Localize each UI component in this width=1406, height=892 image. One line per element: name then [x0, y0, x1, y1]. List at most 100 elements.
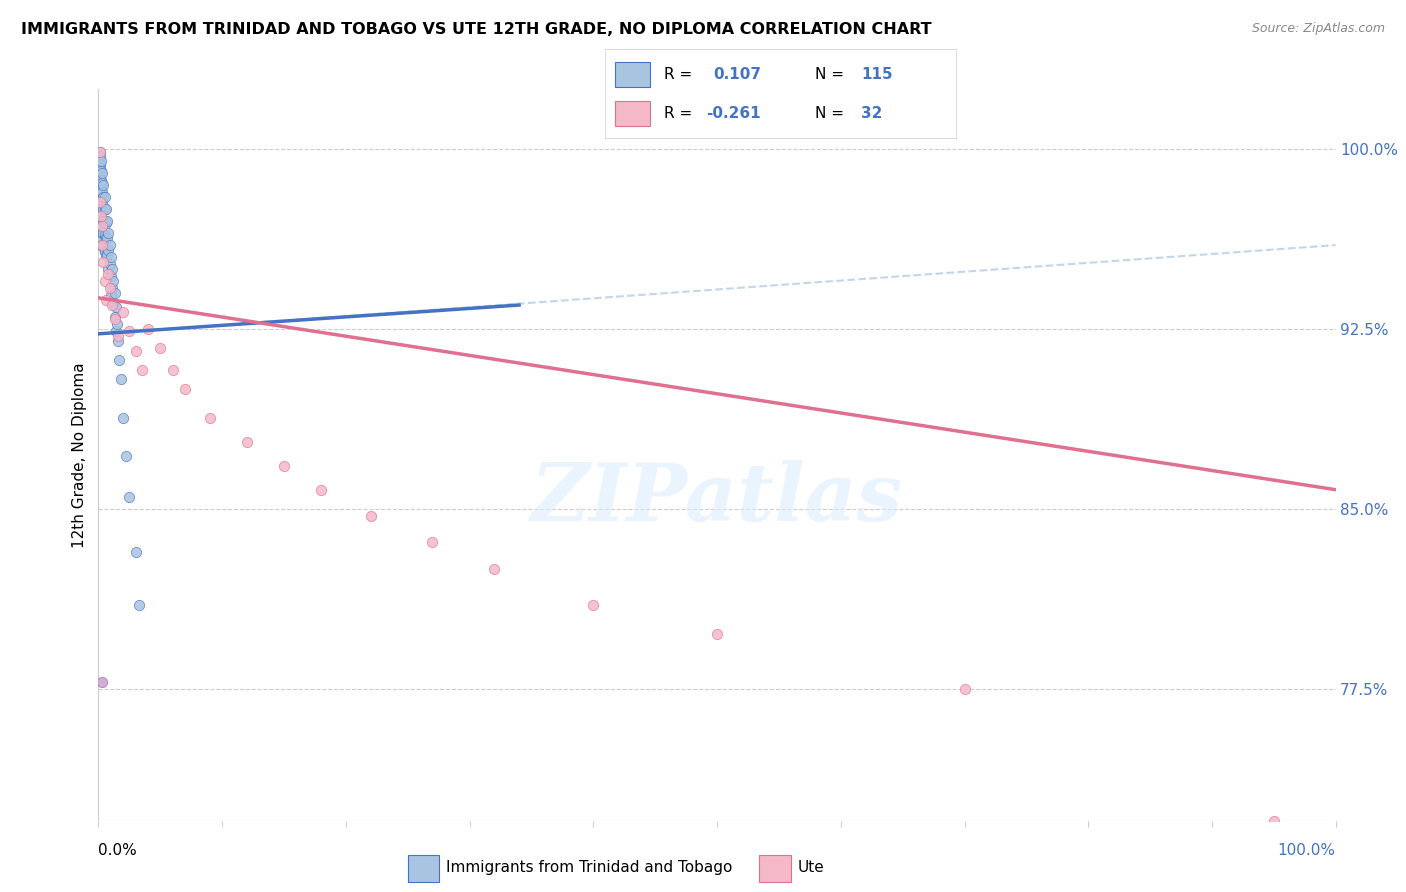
Point: [93, 202, 115, 216]
Point: [103, 274, 125, 288]
Text: N =: N =: [815, 106, 845, 120]
Point: [97, 243, 120, 257]
Point: [112, 410, 135, 425]
Point: [89, 214, 111, 228]
Point: [131, 363, 153, 377]
Point: [110, 372, 132, 386]
Point: [91, 176, 114, 190]
Point: [97, 267, 120, 281]
Bar: [616, 62, 650, 87]
Point: [107, 334, 129, 348]
Point: [89, 194, 111, 209]
Point: [236, 434, 259, 449]
Point: [91, 214, 114, 228]
Point: [90, 221, 112, 235]
Point: [582, 598, 605, 612]
Text: -0.261: -0.261: [707, 106, 761, 120]
Bar: [408, 855, 439, 881]
Text: R =: R =: [665, 106, 693, 120]
Point: [91, 186, 114, 200]
Point: [89, 186, 111, 200]
Point: [93, 228, 115, 243]
Text: N =: N =: [815, 67, 845, 81]
Text: 0.0%: 0.0%: [98, 843, 138, 858]
Point: [98, 281, 121, 295]
Point: [112, 305, 135, 319]
Point: [100, 250, 122, 264]
Text: 100.0%: 100.0%: [1278, 843, 1336, 858]
Text: ZIPatlas: ZIPatlas: [531, 460, 903, 538]
Point: [89, 149, 111, 163]
Point: [94, 231, 117, 245]
Point: [94, 248, 117, 262]
Point: [89, 176, 111, 190]
Point: [96, 231, 118, 245]
Point: [90, 209, 112, 223]
Point: [89, 145, 111, 159]
Point: [100, 288, 122, 302]
Point: [198, 410, 221, 425]
Point: [96, 248, 118, 262]
Point: [953, 681, 976, 696]
Text: Ute: Ute: [799, 860, 825, 875]
Point: [103, 310, 125, 324]
Point: [104, 301, 127, 315]
Point: [100, 269, 122, 284]
Point: [91, 238, 114, 252]
Point: [94, 217, 117, 231]
Text: IMMIGRANTS FROM TRINIDAD AND TOBAGO VS UTE 12TH GRADE, NO DIPLOMA CORRELATION CH: IMMIGRANTS FROM TRINIDAD AND TOBAGO VS U…: [21, 22, 932, 37]
Point: [97, 262, 120, 277]
Point: [91, 674, 114, 689]
Y-axis label: 12th Grade, No Diploma: 12th Grade, No Diploma: [72, 362, 87, 548]
Point: [114, 449, 136, 463]
Point: [96, 214, 118, 228]
Text: Source: ZipAtlas.com: Source: ZipAtlas.com: [1251, 22, 1385, 36]
Point: [101, 281, 124, 295]
Point: [89, 156, 111, 170]
Point: [98, 238, 121, 252]
Point: [93, 202, 115, 216]
Text: 115: 115: [860, 67, 893, 81]
Bar: [616, 101, 650, 126]
Point: [422, 535, 444, 549]
Point: [174, 382, 197, 396]
Point: [149, 341, 172, 355]
Point: [103, 286, 125, 301]
Point: [93, 190, 115, 204]
Point: [90, 154, 112, 169]
Text: 0.107: 0.107: [713, 67, 762, 81]
Point: [107, 329, 129, 343]
Point: [128, 598, 150, 612]
Point: [91, 194, 114, 209]
Point: [273, 458, 295, 473]
Point: [101, 298, 124, 312]
Point: [93, 214, 115, 228]
Point: [93, 190, 115, 204]
Point: [162, 363, 184, 377]
Point: [89, 169, 111, 183]
Text: R =: R =: [665, 67, 693, 81]
Point: [90, 193, 112, 207]
Text: 32: 32: [860, 106, 883, 120]
Point: [105, 317, 128, 331]
Point: [90, 202, 112, 216]
Point: [124, 343, 146, 358]
Point: [118, 490, 141, 504]
Point: [93, 245, 115, 260]
Point: [89, 145, 111, 159]
Point: [101, 262, 124, 277]
Point: [103, 312, 125, 326]
Point: [94, 202, 117, 216]
Point: [97, 226, 120, 240]
Point: [90, 211, 112, 226]
Point: [93, 240, 115, 254]
Point: [1263, 814, 1285, 828]
Point: [98, 257, 121, 271]
Point: [124, 545, 146, 559]
Point: [91, 166, 114, 180]
Point: [484, 562, 506, 576]
Point: [94, 293, 117, 308]
Point: [91, 238, 114, 252]
Point: [93, 178, 115, 193]
Point: [89, 161, 111, 176]
